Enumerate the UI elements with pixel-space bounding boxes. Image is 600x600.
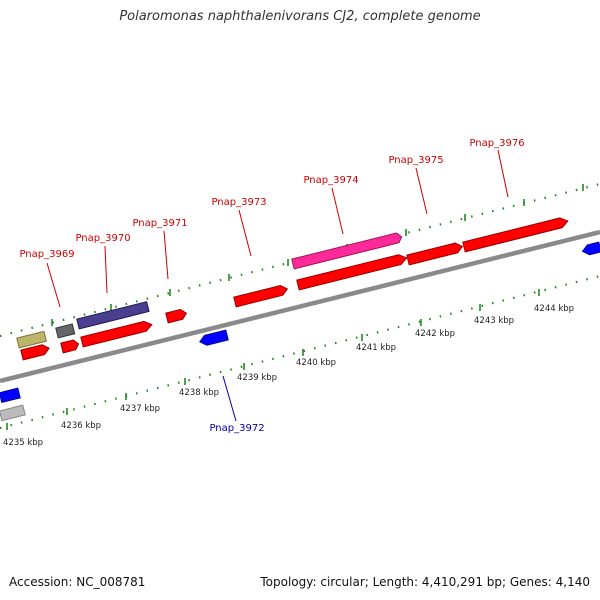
- gene-labels: Pnap_3969 Pnap_3970 Pnap_3971 Pnap_3972 …: [19, 138, 524, 434]
- gene-label-pnap-3975: Pnap_3975: [388, 155, 443, 166]
- gene-label-pnap-3974: Pnap_3974: [303, 175, 358, 186]
- scale-labels: 4235 kbp 4236 kbp 4237 kbp 4238 kbp 4239…: [3, 304, 574, 448]
- gene-label-pnap-3970: Pnap_3970: [75, 233, 130, 244]
- scale-label: 4236 kbp: [61, 421, 101, 431]
- gene-label-pnap-3973: Pnap_3973: [211, 197, 266, 208]
- scale-label: 4237 kbp: [120, 404, 160, 414]
- scale-label: 4244 kbp: [534, 304, 574, 314]
- scale-label: 4240 kbp: [296, 358, 336, 368]
- leader-line: [238, 209, 252, 257]
- gene-leader-lines: [46, 149, 509, 422]
- gene-feature: [20, 344, 50, 361]
- gene-feature: [199, 329, 229, 346]
- gene-feature: [406, 242, 464, 266]
- gene-feature: [60, 339, 80, 354]
- scale-label: 4238 kbp: [179, 388, 219, 398]
- accession-text: Accession: NC_008781: [9, 575, 146, 589]
- gene-feature: [16, 330, 47, 349]
- scale-label: 4241 kbp: [356, 343, 396, 353]
- scale-label: 4242 kbp: [415, 329, 455, 339]
- scale-label: 4239 kbp: [237, 373, 277, 383]
- scale-label: 4243 kbp: [474, 316, 514, 326]
- gene-feature: [296, 254, 408, 291]
- gene-label-pnap-3969: Pnap_3969: [19, 249, 74, 260]
- leader-line: [222, 375, 237, 422]
- gene-feature: [76, 301, 150, 330]
- gene-feature: [291, 232, 403, 270]
- tick-row-lower: [0, 274, 600, 430]
- leader-line: [497, 149, 509, 198]
- scale-label: 4235 kbp: [3, 438, 43, 448]
- gene-feature: [581, 241, 600, 256]
- gene-label-pnap-3971: Pnap_3971: [132, 218, 187, 229]
- leader-line: [46, 262, 61, 308]
- leader-line: [415, 167, 428, 215]
- genome-backbone: [0, 229, 600, 384]
- gene-label-pnap-3976: Pnap_3976: [469, 138, 524, 149]
- map-title: Polaromonas naphthalenivorans CJ2, compl…: [119, 9, 481, 24]
- gene-feature: [0, 404, 26, 422]
- gene-feature: [233, 285, 289, 308]
- leader-line: [104, 245, 108, 294]
- leader-line: [331, 187, 344, 235]
- gene-feature: [165, 308, 188, 324]
- genome-summary-text: Topology: circular; Length: 4,410,291 bp…: [260, 575, 590, 589]
- gene-features: [0, 217, 600, 422]
- leader-line: [163, 230, 169, 280]
- lower-tick-row: [0, 274, 600, 430]
- gene-feature: [462, 217, 569, 253]
- gene-feature: [55, 323, 76, 339]
- gene-label-pnap-3972: Pnap_3972: [209, 423, 264, 434]
- gene-feature: [80, 320, 153, 348]
- gene-feature: [0, 387, 21, 404]
